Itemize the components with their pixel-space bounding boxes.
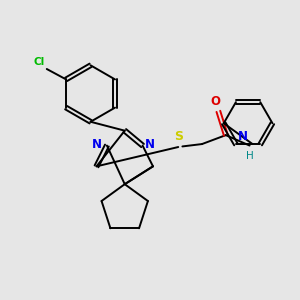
Text: N: N bbox=[238, 130, 248, 143]
Text: S: S bbox=[174, 130, 183, 143]
Text: O: O bbox=[210, 95, 220, 108]
Text: H: H bbox=[246, 152, 254, 161]
Text: N: N bbox=[92, 138, 102, 151]
Text: Cl: Cl bbox=[33, 57, 44, 67]
Text: N: N bbox=[145, 138, 155, 151]
